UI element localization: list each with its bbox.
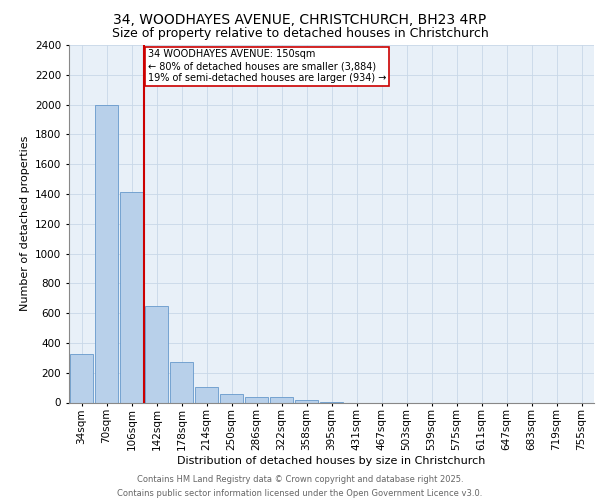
Text: Contains HM Land Registry data © Crown copyright and database right 2025.
Contai: Contains HM Land Registry data © Crown c… [118,476,482,498]
Text: Size of property relative to detached houses in Christchurch: Size of property relative to detached ho… [112,28,488,40]
Bar [70,354,93,403]
Bar [145,306,168,402]
Bar [120,192,143,402]
Bar [220,394,243,402]
X-axis label: Distribution of detached houses by size in Christchurch: Distribution of detached houses by size … [178,456,485,466]
Text: 34 WOODHAYES AVENUE: 150sqm
← 80% of detached houses are smaller (3,884)
19% of : 34 WOODHAYES AVENUE: 150sqm ← 80% of det… [148,50,386,82]
Bar [270,398,293,402]
Y-axis label: Number of detached properties: Number of detached properties [20,136,29,312]
Bar [195,387,218,402]
Bar [245,396,268,402]
Bar [295,400,318,402]
Text: 34, WOODHAYES AVENUE, CHRISTCHURCH, BH23 4RP: 34, WOODHAYES AVENUE, CHRISTCHURCH, BH23… [113,12,487,26]
Bar [95,104,118,403]
Bar [170,362,193,403]
